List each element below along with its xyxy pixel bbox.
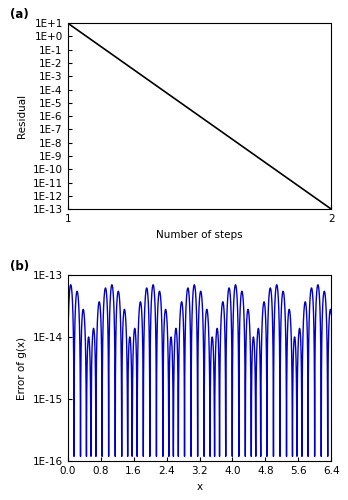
Text: (b): (b) bbox=[10, 260, 29, 274]
Y-axis label: Error of g(x): Error of g(x) bbox=[17, 336, 27, 400]
X-axis label: x: x bbox=[197, 482, 203, 492]
X-axis label: Number of steps: Number of steps bbox=[156, 230, 243, 239]
Y-axis label: Residual: Residual bbox=[17, 94, 27, 138]
Text: (a): (a) bbox=[10, 8, 29, 21]
